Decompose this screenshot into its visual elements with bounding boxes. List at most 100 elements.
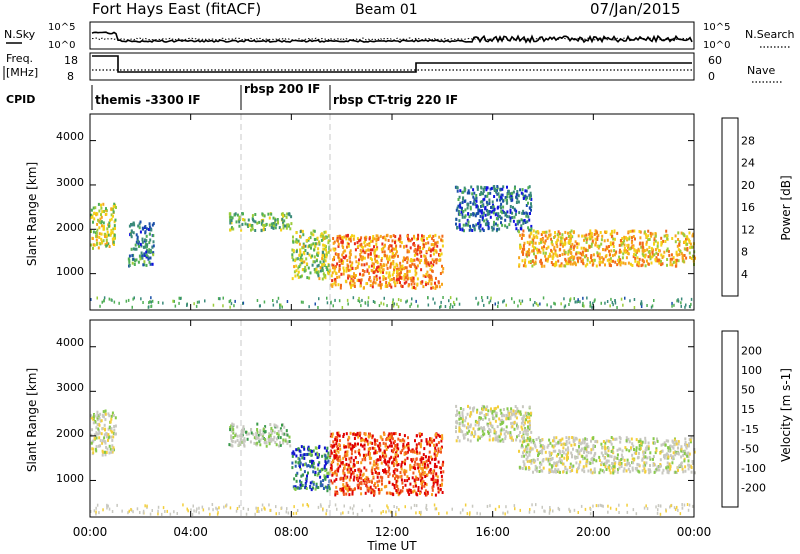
velocity-cell — [370, 468, 373, 472]
velocity-cell — [388, 460, 391, 464]
velocity-cell — [458, 426, 461, 430]
power-cell — [540, 233, 543, 236]
power-cell — [267, 212, 270, 216]
velocity-cell — [330, 432, 333, 436]
power-cell — [291, 277, 294, 281]
velocity-cell — [350, 452, 353, 456]
velocity-cell — [297, 447, 300, 451]
velocity-cell — [371, 480, 373, 484]
power-cell — [367, 303, 369, 307]
power-cell — [686, 242, 689, 246]
velocity-cell — [109, 447, 112, 451]
velocity-cell — [646, 445, 649, 449]
power-cell — [429, 276, 432, 280]
power-ytick-4000: 4000 — [56, 130, 84, 143]
power-cell — [534, 255, 537, 259]
power-cell — [302, 244, 305, 248]
power-cell — [526, 240, 529, 244]
velocity-cell — [466, 512, 469, 516]
power-cell — [431, 258, 434, 262]
power-cell — [363, 241, 366, 245]
velocity-cell — [612, 465, 614, 469]
velocity-cell — [110, 427, 113, 431]
power-cell — [145, 250, 148, 254]
velocity-cell — [107, 438, 109, 442]
velocity-cell — [491, 411, 494, 415]
velocity-cell — [239, 434, 242, 438]
velocity-cell — [332, 444, 335, 448]
velocity-cell — [96, 413, 99, 417]
power-cell — [577, 234, 580, 238]
velocity-cell — [662, 442, 665, 446]
velocity-cell — [357, 483, 360, 487]
power-cell — [99, 304, 101, 308]
power-cell — [338, 269, 341, 273]
power-cell — [418, 261, 421, 265]
power-cell — [613, 229, 616, 233]
velocity-cell — [104, 409, 107, 413]
velocity-cell — [377, 466, 380, 470]
power-cell — [104, 232, 107, 236]
power-cell — [346, 267, 349, 271]
power-cell — [488, 212, 491, 216]
velocity-cell — [561, 454, 564, 458]
velocity-cell — [469, 425, 472, 429]
power-cell — [509, 210, 512, 214]
power-cell — [492, 205, 495, 209]
velocity-cell — [404, 458, 407, 462]
velocity-cell — [377, 488, 380, 491]
power-cell — [132, 247, 135, 251]
velocity-cell — [256, 430, 259, 434]
velocity-cell — [348, 478, 351, 482]
power-cell — [499, 198, 502, 202]
velocity-cell — [631, 453, 634, 457]
velocity-cell — [304, 483, 307, 487]
velocity-cell — [241, 428, 243, 432]
power-cell — [323, 244, 326, 248]
velocity-cell — [386, 445, 389, 449]
velocity-cell — [598, 455, 601, 459]
power-cell — [647, 229, 650, 233]
power-cell — [371, 258, 373, 262]
power-cell — [624, 236, 627, 240]
power-cell — [555, 260, 557, 264]
power-cell — [616, 231, 619, 235]
velocity-cell — [518, 465, 521, 469]
power-cell — [502, 185, 505, 189]
power-cell — [432, 234, 435, 238]
velocity-cell — [639, 439, 642, 443]
velocity-cell — [289, 444, 292, 448]
velocity-cell — [516, 407, 519, 411]
velocity-cell — [524, 467, 527, 471]
power-cell — [492, 227, 495, 231]
power-cell — [535, 234, 538, 238]
velocity-cell — [341, 488, 344, 492]
power-cell — [521, 250, 523, 254]
power-cell — [334, 280, 337, 283]
velocity-cell — [680, 461, 683, 465]
velocity-cell — [605, 468, 608, 471]
power-cell — [105, 207, 107, 211]
power-cell — [586, 262, 589, 266]
power-cell — [336, 239, 339, 243]
velocity-cell — [271, 438, 274, 442]
power-cell — [416, 252, 419, 256]
power-cell — [574, 263, 577, 267]
velocity-cell — [307, 445, 310, 449]
velocity-cell — [393, 462, 396, 466]
power-cell — [131, 254, 134, 258]
power-cell — [591, 258, 594, 262]
power-cell — [429, 254, 432, 258]
power-cell — [481, 296, 483, 299]
velocity-cell — [656, 511, 659, 515]
velocity-cell — [229, 426, 232, 429]
velocity-cell — [600, 461, 603, 465]
velocity-cell — [525, 452, 528, 456]
power-cell — [415, 237, 418, 241]
power-cell — [571, 235, 574, 239]
power-cell — [374, 249, 376, 253]
power-cell — [219, 297, 221, 301]
power-cell — [138, 226, 141, 230]
velocity-cell — [107, 433, 110, 437]
velocity-cell — [348, 485, 351, 489]
